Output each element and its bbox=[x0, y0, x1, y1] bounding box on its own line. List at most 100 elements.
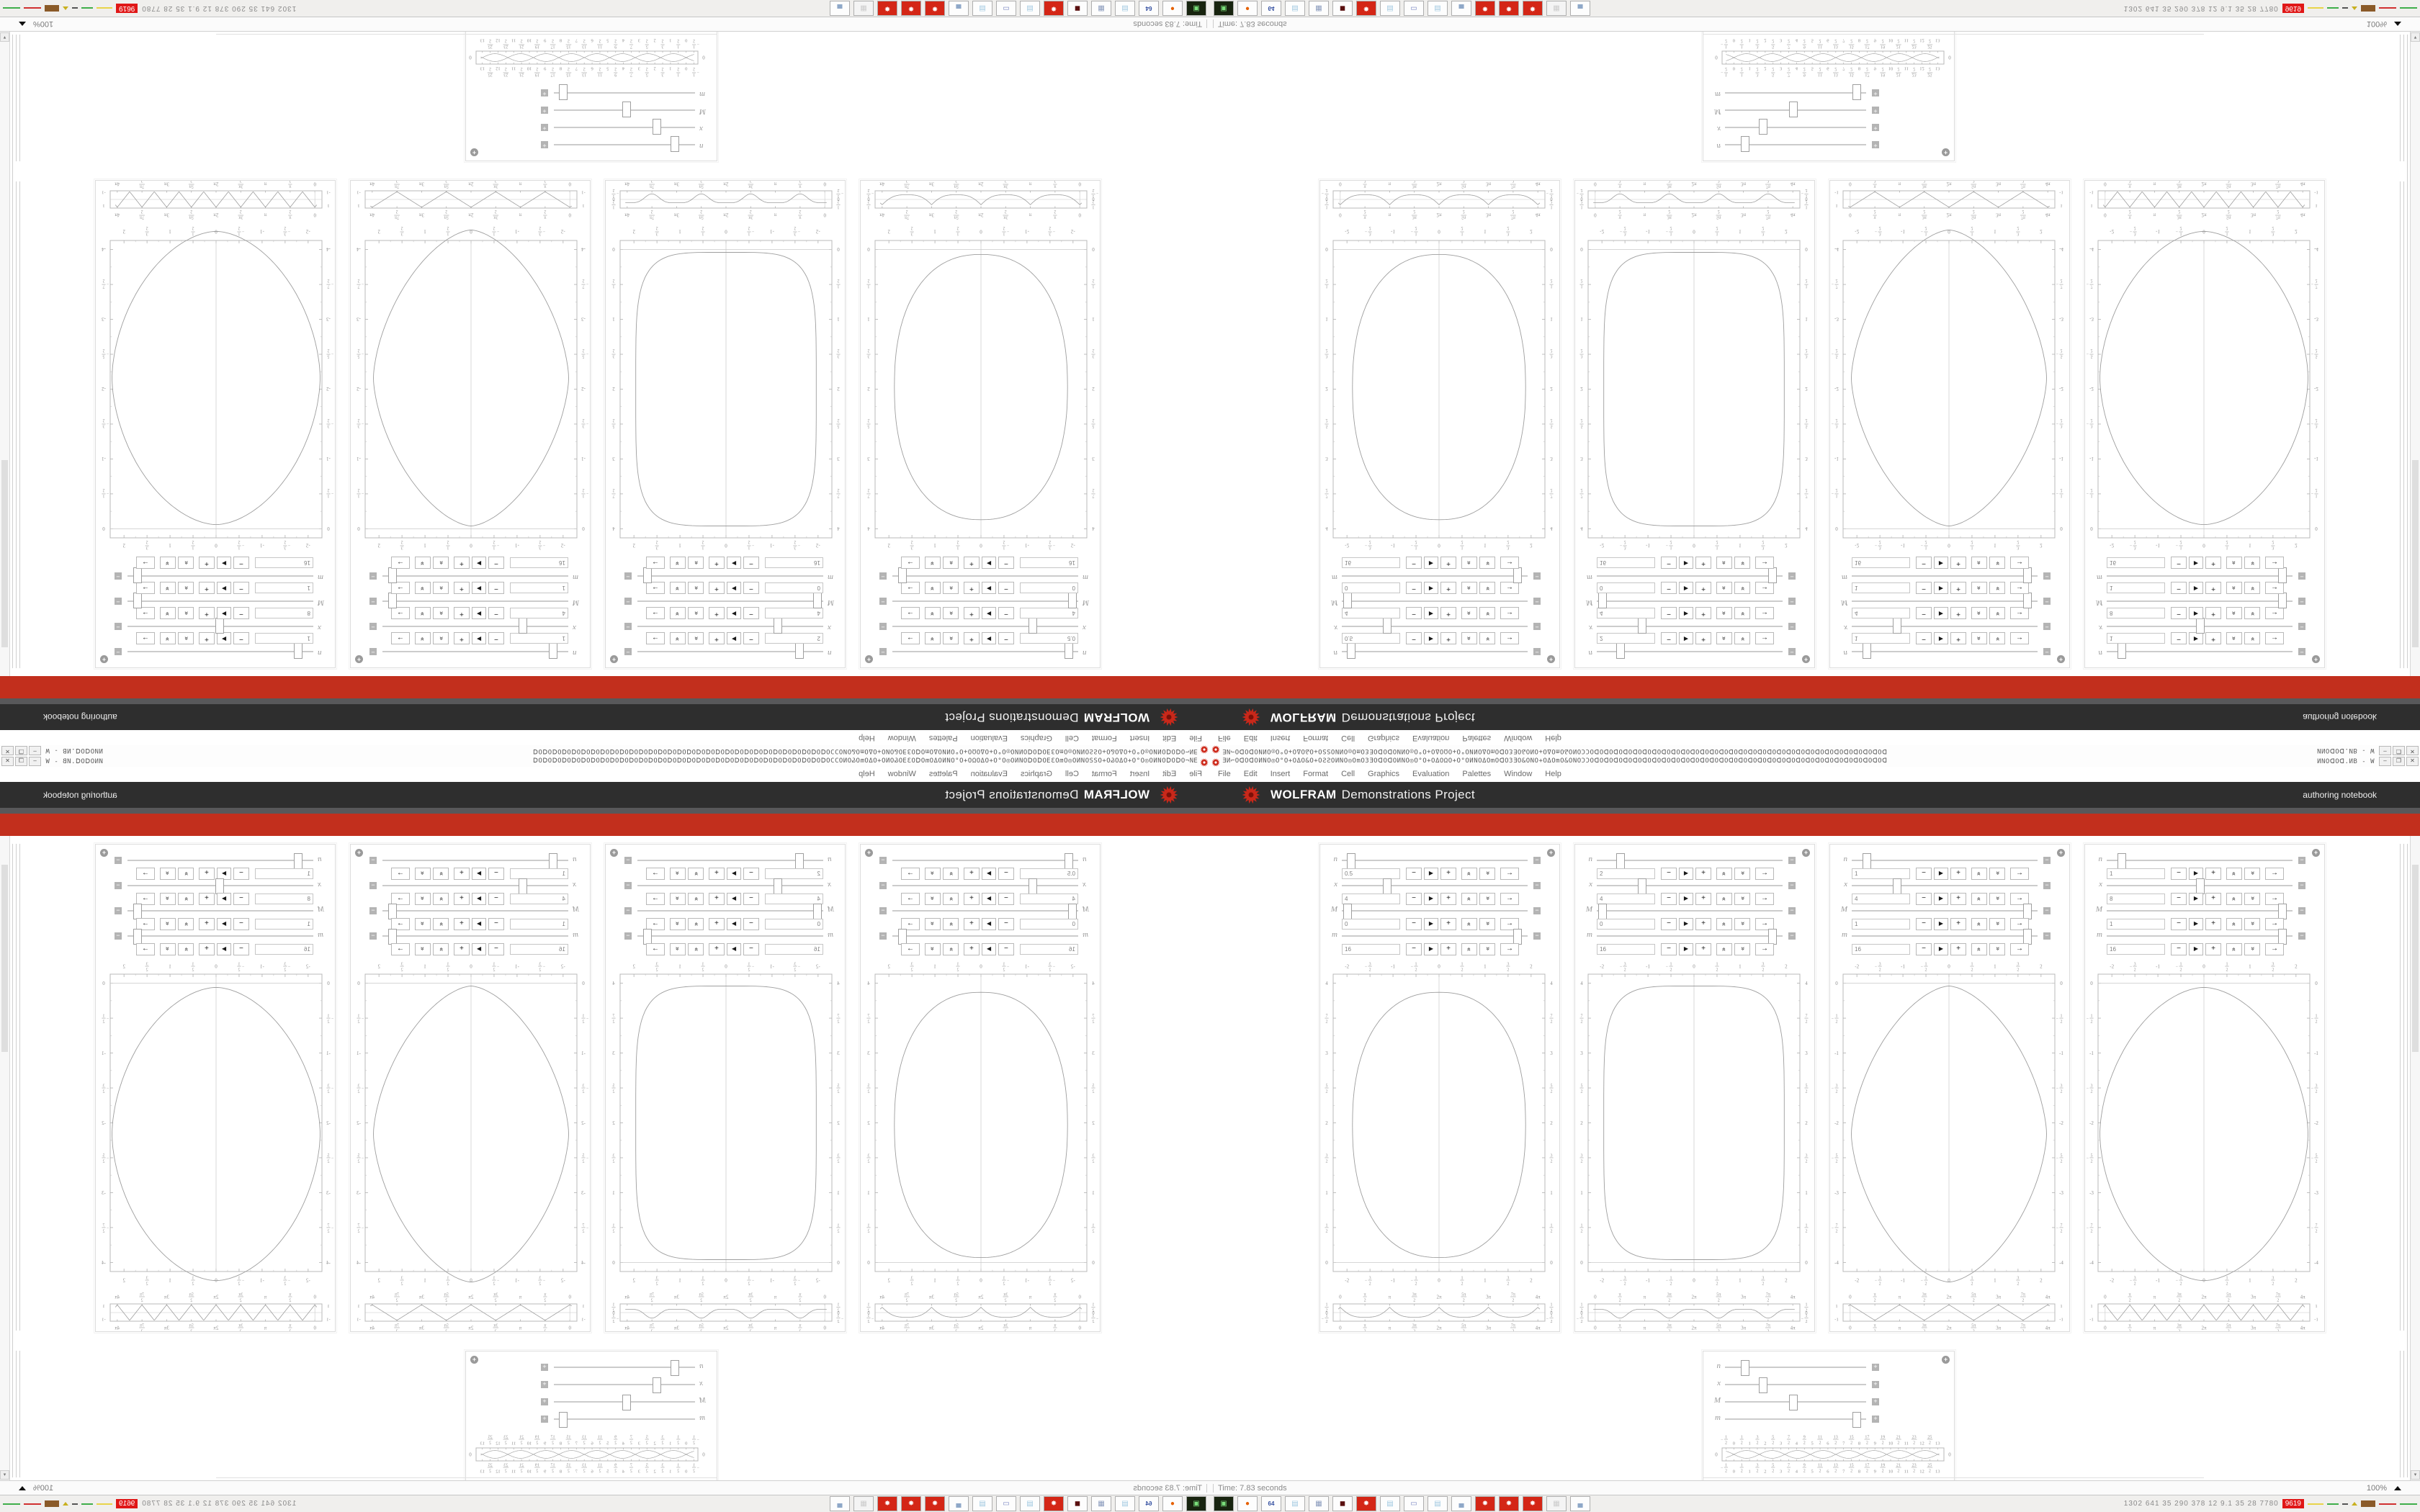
taskbar-mathematica-icon[interactable]: ✸ bbox=[1356, 1, 1376, 16]
slower-button[interactable]: « bbox=[1989, 632, 2005, 644]
restore-button[interactable]: ❐ bbox=[15, 757, 27, 766]
collapse-controls-button[interactable]: − bbox=[115, 906, 122, 914]
faster-button[interactable]: « bbox=[1461, 632, 1477, 644]
faster-button[interactable]: « bbox=[1716, 582, 1732, 594]
expand-controls-button[interactable]: + bbox=[541, 141, 548, 149]
slower-button[interactable]: « bbox=[1734, 632, 1750, 644]
slider-track[interactable] bbox=[2107, 643, 2293, 659]
cell-bracket[interactable] bbox=[2400, 35, 2401, 161]
cell-bracket[interactable] bbox=[2400, 844, 2401, 1331]
cell-bracket[interactable] bbox=[2400, 1351, 2401, 1477]
expand-controls-button[interactable]: + bbox=[1872, 1364, 1879, 1371]
step-up-button[interactable]: + bbox=[2205, 893, 2221, 905]
value-input[interactable]: 1 bbox=[510, 633, 568, 644]
menu-window[interactable]: Window bbox=[887, 734, 916, 742]
value-input[interactable]: 1 bbox=[2107, 868, 2165, 879]
step-up-button[interactable]: + bbox=[1440, 582, 1456, 594]
taskbar-floppy64-icon[interactable]: 64 bbox=[1139, 1, 1159, 16]
step-down-button[interactable]: − bbox=[1406, 893, 1422, 905]
collapse-controls-button[interactable]: − bbox=[624, 572, 632, 580]
slider-thumb[interactable] bbox=[133, 567, 142, 583]
taskbar-mathematica-icon[interactable]: ✸ bbox=[1356, 1496, 1376, 1511]
slider-thumb[interactable] bbox=[1347, 853, 1356, 869]
direction-button[interactable]: → bbox=[2265, 893, 2284, 905]
menu-edit[interactable]: Edit bbox=[1162, 770, 1177, 778]
slider-thumb[interactable] bbox=[642, 929, 652, 945]
play-button[interactable]: ▶ bbox=[2189, 632, 2203, 644]
taskbar-printer-icon[interactable]: ▄ bbox=[1570, 1, 1590, 16]
faster-button[interactable]: « bbox=[943, 582, 959, 594]
magnification-value[interactable]: 100% bbox=[2366, 19, 2387, 29]
step-down-button[interactable]: − bbox=[2171, 893, 2187, 905]
slider-thumb[interactable] bbox=[1343, 904, 1353, 919]
play-button[interactable]: ▶ bbox=[2189, 943, 2203, 955]
step-up-button[interactable]: + bbox=[454, 632, 470, 644]
faster-button[interactable]: « bbox=[178, 632, 194, 644]
step-up-button[interactable]: + bbox=[2205, 943, 2221, 955]
collapse-controls-button[interactable]: − bbox=[2298, 598, 2305, 606]
step-up-button[interactable]: + bbox=[1695, 632, 1711, 644]
minimize-button[interactable]: – bbox=[29, 757, 41, 766]
slider-track[interactable] bbox=[1852, 929, 2038, 945]
step-down-button[interactable]: − bbox=[1406, 918, 1422, 930]
taskbar-game-icon[interactable]: ▣ bbox=[1186, 1496, 1206, 1511]
faster-button[interactable]: « bbox=[2226, 582, 2242, 594]
manipulate-options-icon[interactable]: + bbox=[1547, 849, 1555, 857]
slower-button[interactable]: « bbox=[1734, 868, 1750, 880]
slider-thumb[interactable] bbox=[518, 878, 527, 894]
step-down-button[interactable]: − bbox=[743, 607, 759, 619]
slider-track[interactable] bbox=[1725, 1395, 1866, 1410]
step-up-button[interactable]: + bbox=[1695, 918, 1711, 930]
slower-button[interactable]: « bbox=[2244, 632, 2260, 644]
slider-thumb[interactable] bbox=[773, 618, 782, 634]
faster-button[interactable]: « bbox=[1461, 607, 1477, 619]
slider-track[interactable] bbox=[892, 904, 1078, 919]
minimize-button[interactable]: – bbox=[2379, 757, 2391, 766]
magnification-value[interactable]: 100% bbox=[2366, 1483, 2387, 1493]
slider-track[interactable] bbox=[382, 567, 568, 583]
play-button[interactable]: ▶ bbox=[1424, 607, 1438, 619]
direction-button[interactable]: → bbox=[136, 607, 155, 619]
slider-track[interactable] bbox=[2107, 904, 2293, 919]
slider-track[interactable] bbox=[554, 102, 695, 117]
play-button[interactable]: ▶ bbox=[1424, 893, 1438, 905]
slower-button[interactable]: « bbox=[2244, 893, 2260, 905]
play-button[interactable]: ▶ bbox=[1679, 943, 1693, 955]
window-titlebar[interactable]: ƎͶ⌐OᗡOᗡOͶNO◎O°O+OΔO&O+OƧƧOͶNO◎OmO3ƎOᗡOᗡO… bbox=[1210, 756, 2420, 768]
slower-button[interactable]: « bbox=[2244, 918, 2260, 930]
scrollbar-thumb[interactable] bbox=[2412, 460, 2419, 647]
slider-thumb[interactable] bbox=[1343, 593, 1353, 608]
slower-button[interactable]: « bbox=[1479, 943, 1495, 955]
slider-track[interactable] bbox=[382, 643, 568, 659]
step-down-button[interactable]: − bbox=[488, 632, 504, 644]
slider-thumb[interactable] bbox=[622, 1395, 631, 1410]
slower-button[interactable]: « bbox=[1989, 943, 2005, 955]
scrollbar-thumb[interactable] bbox=[1, 460, 8, 647]
slider-track[interactable] bbox=[2107, 618, 2293, 634]
taskbar-game-icon[interactable]: ▣ bbox=[1186, 1, 1206, 16]
direction-button[interactable]: → bbox=[2010, 893, 2029, 905]
menu-cell[interactable]: Cell bbox=[1341, 734, 1355, 742]
slider-track[interactable] bbox=[127, 618, 313, 634]
play-button[interactable]: ▶ bbox=[472, 582, 486, 594]
step-up-button[interactable]: + bbox=[1440, 868, 1456, 880]
value-input[interactable]: 4 bbox=[765, 894, 823, 904]
menu-help[interactable]: Help bbox=[859, 734, 875, 742]
slower-button[interactable]: « bbox=[415, 632, 431, 644]
collapse-controls-button[interactable]: − bbox=[1533, 623, 1541, 631]
slider-track[interactable] bbox=[1597, 904, 1783, 919]
expand-controls-button[interactable]: + bbox=[541, 1415, 548, 1423]
direction-button[interactable]: → bbox=[391, 607, 410, 619]
collapse-controls-button[interactable]: − bbox=[624, 623, 632, 631]
expand-controls-button[interactable]: + bbox=[541, 89, 548, 97]
slower-button[interactable]: « bbox=[1734, 918, 1750, 930]
menu-cell[interactable]: Cell bbox=[1341, 770, 1355, 778]
taskbar-printer-icon[interactable]: ▄ bbox=[830, 1, 850, 16]
magnification-caret-icon[interactable] bbox=[2394, 1485, 2401, 1490]
slider-track[interactable] bbox=[1342, 618, 1528, 634]
slider-thumb[interactable] bbox=[1638, 878, 1647, 894]
slider-track[interactable] bbox=[127, 593, 313, 608]
step-up-button[interactable]: + bbox=[964, 582, 980, 594]
slider-track[interactable] bbox=[1342, 853, 1528, 869]
step-down-button[interactable]: − bbox=[1406, 868, 1422, 880]
